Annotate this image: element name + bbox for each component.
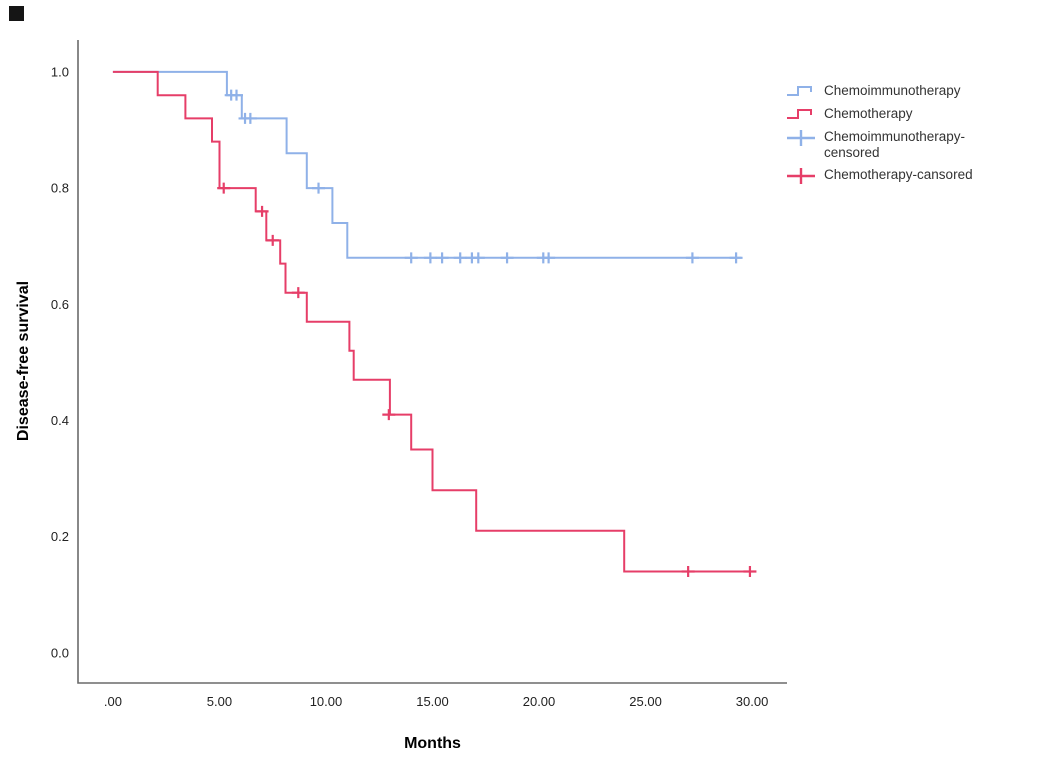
censor-mark-icon: [291, 287, 305, 299]
plus-censor-icon: [787, 168, 815, 184]
censor-mark-icon: [685, 252, 699, 264]
censor-mark-icon: [230, 89, 244, 101]
plus-censor-icon: [787, 130, 815, 146]
legend-entry: Chemoimmunotherapy-censored: [786, 129, 1038, 161]
censor-mark-icon: [217, 182, 231, 194]
x-tick-label: 25.00: [629, 694, 662, 709]
y-tick-label: 0.4: [51, 413, 69, 428]
censor-mark-icon: [542, 252, 556, 264]
legend-entry: Chemotherapy-cansored: [786, 167, 1038, 184]
legend-label: Chemoimmunotherapy: [824, 83, 961, 98]
x-tick-label: 20.00: [523, 694, 556, 709]
legend: Chemoimmunotherapy Chemotherapy Chemoimmun…: [786, 83, 1038, 184]
censor-mark-icon: [743, 565, 757, 577]
censor-mark-icon: [423, 252, 437, 264]
x-tick-label: 5.00: [207, 694, 232, 709]
censor-mark-icon: [729, 252, 743, 264]
legend-label: Chemotherapy-cansored: [824, 167, 973, 182]
y-tick-label: 0.6: [51, 297, 69, 312]
step-line-icon: [787, 86, 812, 96]
step-line: [112, 70, 753, 573]
survival-curve-chemoimmunotherapy: [112, 70, 743, 264]
corner-marker: [9, 6, 24, 21]
y-tick-label: 0.0: [51, 645, 69, 660]
censor-mark-icon: [453, 252, 467, 264]
survival-curve-chemotherapy: [112, 70, 757, 577]
legend-entry: Chemotherapy: [786, 106, 1038, 123]
censor-mark-icon: [312, 182, 326, 194]
censor-mark-icon: [681, 565, 695, 577]
censor-mark-icon: [435, 252, 449, 264]
step-line-icon: [787, 109, 812, 119]
censor-mark-icon: [266, 234, 280, 246]
x-tick-label: 10.00: [310, 694, 343, 709]
y-tick-label: 0.8: [51, 181, 69, 196]
legend-entry: Chemoimmunotherapy: [786, 83, 1038, 100]
y-axis-title: Disease-free survival: [15, 280, 32, 442]
y-tick-label: 1.0: [51, 64, 69, 79]
legend-label: Chemotherapy: [824, 106, 913, 121]
y-tick-label: 0.2: [51, 529, 69, 544]
censor-mark-icon: [404, 252, 418, 264]
step-line: [112, 70, 742, 259]
axis-lines: [77, 40, 787, 684]
censor-mark-icon: [471, 252, 485, 264]
censor-mark-icon: [255, 205, 269, 217]
censor-mark-icon: [500, 252, 514, 264]
x-tick-label: 30.00: [736, 694, 769, 709]
legend-label: Chemoimmunotherapy-censored: [824, 129, 966, 160]
x-tick-label: .00: [104, 694, 122, 709]
x-tick-label: 15.00: [416, 694, 449, 709]
censor-mark-icon: [382, 409, 396, 421]
x-axis-title: Months: [404, 735, 461, 752]
censor-mark-icon: [243, 112, 257, 124]
